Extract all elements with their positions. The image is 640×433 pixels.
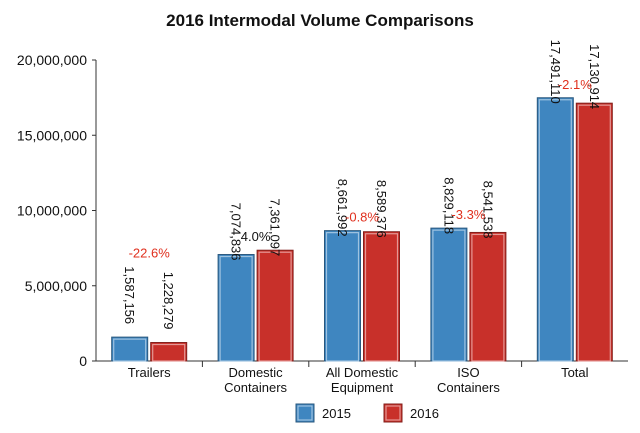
legend-label: 2015	[322, 406, 351, 421]
bar-2016-2	[363, 231, 400, 362]
legend-item-2016: 2016	[383, 403, 439, 423]
bar-2015-0	[111, 336, 149, 362]
legend-swatch	[295, 403, 315, 423]
annotation: -0.8%	[345, 210, 379, 225]
x-tick-label: ISO Containers	[437, 365, 500, 395]
chart-title: 2016 Intermodal Volume Comparisons	[166, 11, 474, 30]
legend-swatch	[383, 403, 403, 423]
data-label: 1,228,279	[161, 272, 176, 330]
data-label: 7,361,097	[268, 198, 283, 256]
bar-2015-3	[430, 227, 468, 362]
data-label: 7,074,836	[229, 203, 244, 261]
x-tick-label: Trailers	[128, 365, 171, 380]
x-tick-label: Domestic Containers	[224, 365, 287, 395]
bars: Trailers 1,587,156 1,228,279 -22.6% Domestic…	[111, 40, 613, 395]
bar-2016-3	[469, 231, 507, 362]
bar-2016-4	[575, 102, 613, 362]
bar-2015-1	[217, 254, 255, 362]
annotation: -3.3%	[451, 207, 485, 222]
annotation: -22.6%	[129, 245, 171, 260]
y-tick-label: 5,000,000	[25, 278, 87, 294]
data-label: 8,661,992	[335, 179, 350, 237]
bar-2016-1	[256, 249, 294, 362]
legend-item-2015: 2015	[295, 403, 351, 423]
data-label: 17,130,914	[587, 44, 602, 109]
annotation: -2.1%	[558, 77, 592, 92]
y-axis: 0 5,000,000 10,000,000 15,000,000 20,000,000	[17, 52, 628, 369]
data-label: 17,491,110	[548, 40, 563, 104]
legend: 2015 2016	[295, 403, 439, 423]
legend-label: 2016	[410, 406, 439, 421]
data-label: 8,541,538	[480, 181, 495, 239]
data-label: 8,829,118	[441, 177, 456, 234]
x-tick-label: Total	[561, 365, 589, 380]
y-tick-label: 20,000,000	[17, 52, 87, 68]
y-tick-label: 10,000,000	[17, 203, 87, 219]
x-tick-label: All Domestic Equipment	[326, 365, 399, 395]
annotation: 4.0%	[241, 229, 271, 244]
bar-2016-0	[150, 342, 188, 362]
y-tick-label: 15,000,000	[17, 127, 87, 143]
y-tick-label: 0	[79, 353, 87, 369]
data-label: 8,589,376	[374, 180, 389, 238]
bar-2015-2	[324, 230, 361, 362]
data-label: 1,587,156	[122, 266, 137, 324]
bar-2015-4	[536, 97, 574, 362]
